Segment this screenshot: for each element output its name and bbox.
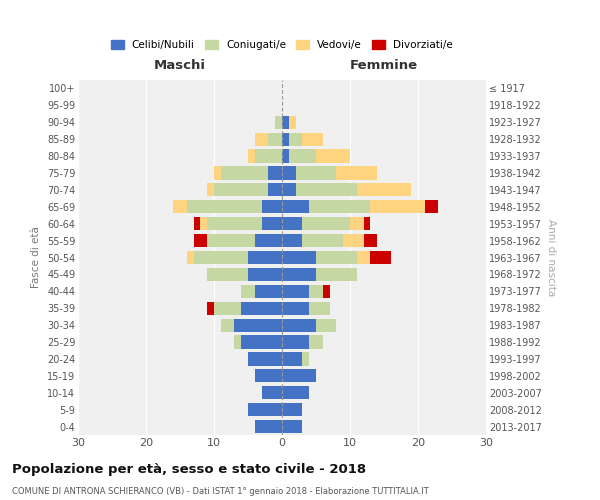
Bar xyxy=(282,234,302,247)
Bar xyxy=(282,150,289,162)
Bar xyxy=(194,251,248,264)
Bar xyxy=(248,403,282,416)
Bar xyxy=(214,302,241,315)
Text: Maschi: Maschi xyxy=(154,60,206,72)
Bar xyxy=(282,352,302,366)
Bar xyxy=(282,184,296,196)
Text: Femmine: Femmine xyxy=(350,60,418,72)
Bar xyxy=(282,403,302,416)
Bar xyxy=(187,251,194,264)
Bar xyxy=(255,420,282,433)
Bar xyxy=(309,200,370,213)
Bar xyxy=(282,420,302,433)
Bar xyxy=(241,284,255,298)
Bar xyxy=(289,116,296,129)
Bar xyxy=(275,116,282,129)
Bar xyxy=(302,217,350,230)
Bar xyxy=(268,166,282,179)
Bar xyxy=(282,386,309,400)
Legend: Celibi/Nubili, Coniugati/e, Vedovi/e, Divorziati/e: Celibi/Nubili, Coniugati/e, Vedovi/e, Di… xyxy=(107,36,457,54)
Bar xyxy=(316,150,350,162)
Bar xyxy=(302,132,323,146)
Y-axis label: Fasce di età: Fasce di età xyxy=(31,226,41,288)
Bar xyxy=(262,217,282,230)
Bar xyxy=(194,234,207,247)
Bar xyxy=(302,352,309,366)
Bar xyxy=(282,336,309,348)
Bar xyxy=(370,200,425,213)
Bar xyxy=(282,268,316,281)
Bar xyxy=(309,284,323,298)
Bar xyxy=(214,184,268,196)
Bar xyxy=(187,200,262,213)
Bar xyxy=(255,369,282,382)
Y-axis label: Anni di nascita: Anni di nascita xyxy=(545,219,556,296)
Bar xyxy=(282,200,309,213)
Bar xyxy=(364,234,377,247)
Bar xyxy=(207,217,262,230)
Bar xyxy=(248,352,282,366)
Bar xyxy=(235,336,241,348)
Bar xyxy=(241,336,282,348)
Bar xyxy=(207,302,214,315)
Bar xyxy=(350,217,364,230)
Bar xyxy=(357,184,411,196)
Bar xyxy=(255,150,282,162)
Bar xyxy=(316,318,337,332)
Bar xyxy=(200,217,207,230)
Bar xyxy=(268,184,282,196)
Bar xyxy=(207,268,248,281)
Bar xyxy=(316,251,357,264)
Bar xyxy=(248,251,282,264)
Bar xyxy=(282,302,309,315)
Bar xyxy=(221,318,235,332)
Text: Popolazione per età, sesso e stato civile - 2018: Popolazione per età, sesso e stato civil… xyxy=(12,462,366,475)
Bar xyxy=(241,302,282,315)
Bar xyxy=(262,386,282,400)
Bar xyxy=(262,200,282,213)
Bar xyxy=(343,234,364,247)
Bar xyxy=(255,132,268,146)
Text: COMUNE DI ANTRONA SCHIERANCO (VB) - Dati ISTAT 1° gennaio 2018 - Elaborazione TU: COMUNE DI ANTRONA SCHIERANCO (VB) - Dati… xyxy=(12,488,429,496)
Bar xyxy=(207,234,255,247)
Bar xyxy=(357,251,370,264)
Bar xyxy=(289,132,302,146)
Bar xyxy=(282,369,316,382)
Bar xyxy=(282,116,289,129)
Bar xyxy=(289,150,316,162)
Bar xyxy=(282,284,309,298)
Bar xyxy=(302,234,343,247)
Bar xyxy=(282,166,296,179)
Bar xyxy=(248,268,282,281)
Bar xyxy=(194,217,200,230)
Bar xyxy=(268,132,282,146)
Bar xyxy=(282,318,316,332)
Bar xyxy=(316,268,357,281)
Bar xyxy=(214,166,221,179)
Bar xyxy=(221,166,268,179)
Bar xyxy=(364,217,370,230)
Bar xyxy=(296,184,357,196)
Bar xyxy=(255,284,282,298)
Bar xyxy=(248,150,255,162)
Bar xyxy=(323,284,329,298)
Bar xyxy=(282,251,316,264)
Bar xyxy=(296,166,337,179)
Bar xyxy=(309,302,329,315)
Bar xyxy=(255,234,282,247)
Bar xyxy=(282,132,289,146)
Bar xyxy=(173,200,187,213)
Bar xyxy=(235,318,282,332)
Bar xyxy=(282,217,302,230)
Bar xyxy=(425,200,439,213)
Bar xyxy=(337,166,377,179)
Bar xyxy=(370,251,391,264)
Bar xyxy=(309,336,323,348)
Bar xyxy=(207,184,214,196)
